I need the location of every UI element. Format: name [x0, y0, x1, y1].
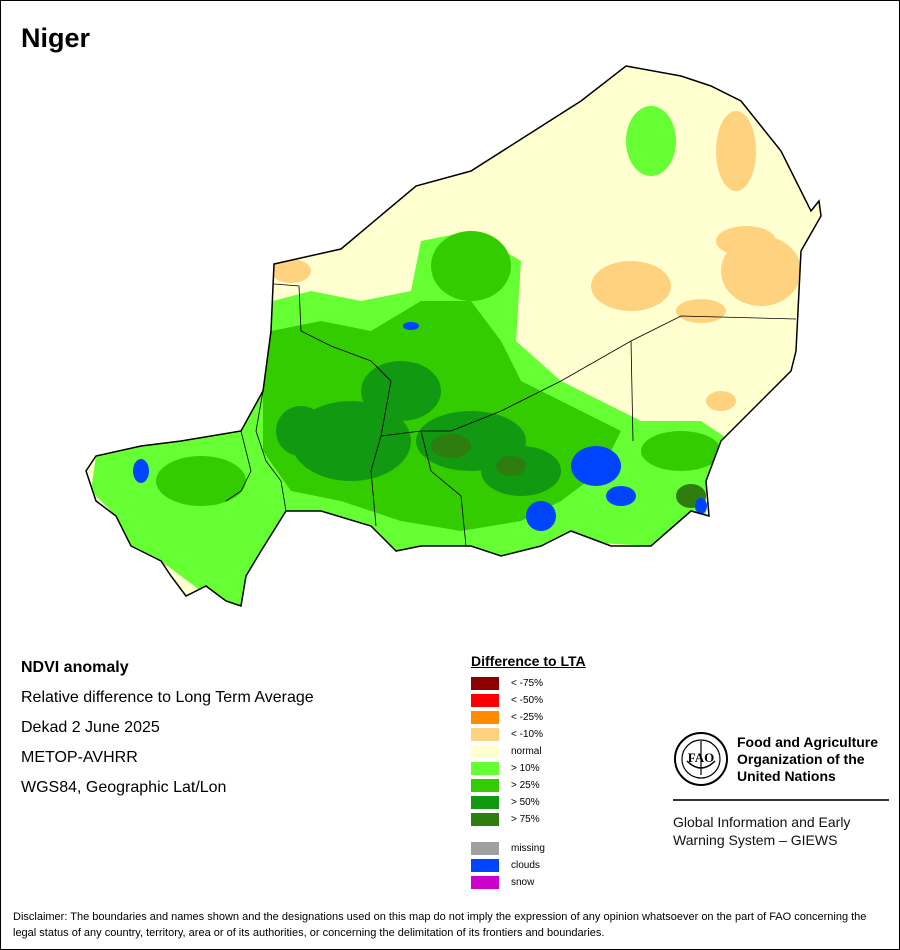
legend-swatch: [471, 859, 499, 872]
info-line: Dekad 2 June 2025: [21, 719, 160, 736]
legend-item: > 25%: [471, 777, 586, 794]
fao-logo-text: FAO: [688, 750, 714, 765]
legend-swatch: [471, 711, 499, 724]
legend-item: < -75%: [471, 675, 586, 692]
legend-item: > 50%: [471, 794, 586, 811]
legend: Difference to LTA < -75% < -50% < -25% < -1…: [471, 653, 586, 891]
region-boundaries: [225, 283, 797, 547]
legend-item: < -25%: [471, 709, 586, 726]
legend-label: missing: [511, 843, 545, 854]
legend-label: normal: [511, 746, 542, 757]
legend-swatch: [471, 813, 499, 826]
legend-label: snow: [511, 877, 535, 888]
fao-divider: [673, 799, 889, 801]
legend-title: Difference to LTA: [471, 653, 586, 669]
legend-label: > 10%: [511, 763, 540, 774]
legend-label: < -75%: [511, 678, 543, 689]
legend-swatch: [471, 876, 499, 889]
legend-item: missing: [471, 840, 586, 857]
map-title: Niger: [21, 23, 91, 53]
fao-branding: FAO Food and Agriculture Organization of…: [673, 731, 889, 849]
giews-name: Global Information and Early Warning Sys…: [673, 814, 851, 848]
legend-item: > 75%: [471, 811, 586, 828]
legend-item: > 10%: [471, 760, 586, 777]
info-line: Relative difference to Long Term Average: [21, 689, 314, 706]
legend-item: clouds: [471, 857, 586, 874]
ndvi-map: [85, 65, 822, 607]
legend-item: < -50%: [471, 692, 586, 709]
legend-label: > 50%: [511, 797, 540, 808]
legend-swatch: [471, 796, 499, 809]
legend-swatch: [471, 728, 499, 741]
legend-label: < -25%: [511, 712, 543, 723]
legend-swatch: [471, 842, 499, 855]
ndvi-raster: [86, 66, 821, 606]
legend-swatch: [471, 779, 499, 792]
legend-label: > 75%: [511, 814, 540, 825]
info-line: WGS84, Geographic Lat/Lon: [21, 779, 227, 796]
disclaimer: Disclaimer: The boundaries and names sho…: [13, 911, 867, 939]
info-line: METOP-AVHRR: [21, 749, 138, 766]
legend-label: > 25%: [511, 780, 540, 791]
legend-label: < -50%: [511, 695, 543, 706]
country-outline: [85, 65, 822, 607]
legend-swatch: [471, 762, 499, 775]
legend-item: snow: [471, 874, 586, 891]
legend-item: < -10%: [471, 726, 586, 743]
info-heading: NDVI anomaly: [21, 659, 129, 676]
fao-org-name: Food and Agriculture Organization of the…: [737, 733, 879, 784]
legend-swatch: [471, 677, 499, 690]
map-info: NDVI anomaly Relative difference to Long…: [21, 657, 314, 807]
legend-swatch: [471, 745, 499, 758]
legend-label: clouds: [511, 860, 540, 871]
legend-label: < -10%: [511, 729, 543, 740]
fao-logo-icon: FAO: [674, 732, 728, 786]
legend-swatch: [471, 694, 499, 707]
legend-item: normal: [471, 743, 586, 760]
